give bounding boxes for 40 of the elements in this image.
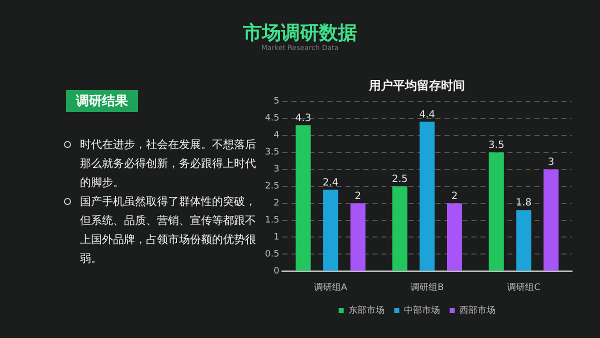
text: 市场调研数据 — [242, 21, 358, 44]
y-tick-label: 2.5 — [264, 182, 280, 192]
data-label: 4.3 — [295, 112, 312, 124]
bar — [296, 125, 311, 271]
text: 国产手机虽然取得了群体性的突破，但系统、品质、营销、宣传等都跟不上国外品牌，占领市场份额的优势很弱。 — [80, 195, 256, 265]
legend-label: 中部市场 — [404, 304, 440, 316]
data-label: 1.8 — [516, 198, 532, 209]
bar — [488, 152, 504, 271]
y-tick-label: 1 — [274, 232, 280, 243]
y-tick-label: 4 — [274, 130, 280, 141]
y-tick-label: 5 — [274, 96, 280, 107]
chart-title: 用户平均留存时间 — [368, 78, 465, 92]
data-label: 2 — [354, 190, 362, 202]
data-label: 3 — [548, 156, 554, 168]
data-label: 2.5 — [392, 174, 408, 185]
y-tick-label: 0.5 — [264, 250, 280, 260]
y-tick-label: 4.5 — [264, 114, 280, 124]
bar — [446, 203, 462, 271]
y-tick-label: 2 — [274, 198, 280, 209]
bar — [350, 203, 366, 271]
x-tick-label: 调研组C — [507, 282, 540, 293]
legend-label: 东部市场 — [348, 304, 384, 316]
data-label: 2.4 — [322, 177, 339, 188]
bar — [392, 186, 408, 271]
x-tick-label: 调研组A — [314, 282, 348, 293]
y-tick-label: 1.5 — [264, 216, 280, 226]
text: 调研结果 — [66, 90, 138, 112]
bar — [420, 122, 435, 271]
y-tick-label: 3.5 — [264, 148, 280, 158]
data-label: 4.4 — [419, 109, 436, 120]
bar — [323, 190, 338, 271]
x-tick-label: 调研组B — [410, 282, 444, 293]
data-label: 2 — [451, 190, 458, 202]
legend-label: 西部市场 — [459, 304, 496, 316]
y-tick-label: 3 — [274, 164, 280, 175]
data-label: 3.5 — [488, 140, 504, 151]
text: 时代在进步，社会在发展。不想落后那么就务必得创新，务必跟得上时代的脚步。 — [80, 138, 256, 189]
bar — [544, 169, 559, 271]
bar — [516, 210, 532, 271]
y-tick-label: 0 — [274, 266, 280, 277]
